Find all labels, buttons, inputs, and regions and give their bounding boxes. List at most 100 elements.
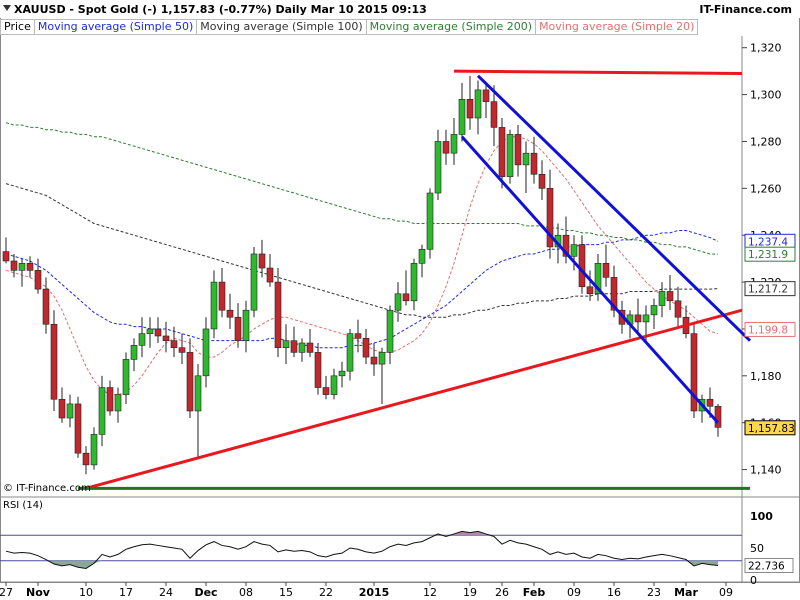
candle-body (90, 434, 98, 466)
time-tick-label: 08 (239, 586, 253, 599)
candle-body (458, 98, 466, 135)
candle-body (586, 286, 594, 295)
candle-body (138, 333, 146, 346)
candle-body (98, 387, 106, 435)
candle-body (50, 323, 58, 400)
candle-body (562, 234, 570, 257)
candle-body (578, 244, 586, 288)
price-tick-label: 1,180 (750, 370, 782, 383)
candle-body (186, 352, 194, 412)
candle-body (338, 370, 346, 377)
candle-body (690, 333, 698, 412)
sma50-line (5, 230, 719, 349)
candle-body (298, 342, 306, 353)
candle-body (282, 340, 290, 348)
legend-sma100[interactable]: Moving average (Simple 100) (196, 19, 367, 35)
rsi-current-value: 22.736 (748, 560, 785, 572)
candle-body (194, 375, 202, 412)
candle-body (178, 347, 186, 353)
legend-sma20[interactable]: Moving average (Simple 20) (535, 19, 699, 35)
candle-body (82, 452, 90, 466)
candle-body (170, 340, 178, 348)
channel-upper-line (476, 74, 752, 342)
time-tick-label: 12 (423, 586, 437, 599)
rsi-oversold-fill (6, 560, 718, 569)
rsi-line (5, 530, 719, 570)
candle-body (258, 253, 266, 269)
dropdown-triangle-icon[interactable] (3, 5, 11, 11)
time-tick-label: 09 (719, 586, 733, 599)
copyright-label: © IT-Finance.com (3, 483, 91, 494)
price-tick-label: 1,280 (750, 135, 782, 148)
price-marker-box (744, 281, 796, 297)
time-tick-label: Dec (194, 586, 217, 599)
indicator-legend: Price Moving average (Simple 50) Moving … (0, 19, 699, 35)
time-tick-label: 24 (159, 586, 173, 599)
price-marker-label: 1,231.9 (748, 249, 788, 261)
candle-body (10, 260, 18, 271)
candle-body (330, 375, 338, 395)
candle-body (426, 192, 434, 250)
price-marker-box (744, 420, 796, 436)
candle-body (378, 352, 386, 365)
time-tick-label: 23 (647, 586, 661, 599)
candle-body (666, 291, 674, 302)
candle-body (386, 309, 394, 353)
candle-body (466, 98, 474, 119)
candle-body (610, 277, 618, 311)
candle-body (34, 270, 42, 290)
time-tick-label: 19 (463, 586, 477, 599)
candle-body (266, 267, 274, 283)
price-marker-box (744, 246, 796, 262)
candle-body (714, 405, 722, 428)
candle-body (58, 398, 66, 419)
candle-body (434, 141, 442, 194)
candle-body (66, 403, 74, 419)
candle-body (522, 152, 530, 166)
candle-body (210, 281, 218, 330)
candle-body (490, 101, 498, 128)
price-marker-box (744, 321, 796, 337)
candle-body (122, 359, 130, 395)
candle-body (658, 291, 666, 306)
candle-body (442, 141, 450, 154)
rsi-current-box (744, 557, 794, 573)
price-tick-label: 1,260 (750, 182, 782, 195)
candle-body (514, 134, 522, 166)
price-tick-label: 1,140 (750, 464, 782, 477)
time-tick-label: Nov (26, 586, 51, 599)
rsi-tick-label: 100 (750, 510, 773, 523)
ascending-support-line (85, 308, 743, 490)
price-marker-label: 1,217.2 (748, 284, 788, 296)
price-marker-label: 1,157.83 (748, 423, 795, 435)
resistance-line (453, 69, 743, 75)
price-tick-label: 1,320 (750, 42, 782, 55)
time-tick-label: 26 (495, 586, 509, 599)
candle-body (498, 127, 506, 177)
candle-body (594, 263, 602, 295)
legend-sma50[interactable]: Moving average (Simple 50) (33, 19, 198, 35)
candle-body (306, 342, 314, 353)
candle-body (26, 263, 34, 271)
candle-body (362, 338, 370, 358)
candle-body (202, 328, 210, 377)
legend-sma200[interactable]: Moving average (Simple 200) (365, 19, 537, 35)
candle-body (634, 314, 642, 323)
candle-body (418, 248, 426, 264)
candle-body (2, 251, 10, 262)
chart-frame (0, 0, 800, 583)
candle-body (346, 333, 354, 372)
candle-body (242, 309, 250, 341)
candle-body (146, 328, 154, 334)
candle-body (18, 263, 26, 271)
legend-price[interactable]: Price (0, 19, 35, 35)
candle-body (162, 335, 170, 341)
time-tick-label: 22 (319, 586, 333, 599)
sma20-line (5, 136, 719, 396)
candle-body (354, 333, 362, 339)
candle-body (538, 173, 546, 189)
candle-body (450, 134, 458, 154)
candle-body (602, 263, 610, 278)
candle-body (482, 89, 490, 102)
candle-body (322, 387, 330, 395)
